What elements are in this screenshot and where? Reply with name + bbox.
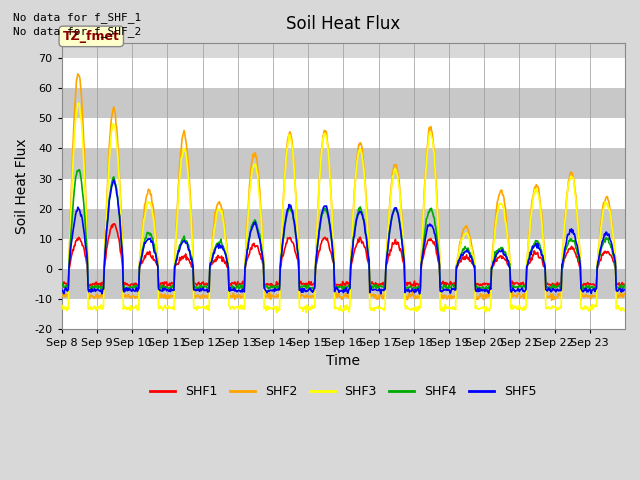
Legend: SHF1, SHF2, SHF3, SHF4, SHF5: SHF1, SHF2, SHF3, SHF4, SHF5 [145,380,542,403]
Bar [61,148,625,179]
Bar [61,209,625,239]
Bar [61,269,625,299]
Bar [61,88,625,118]
Bar [61,239,625,269]
Bar [61,179,625,209]
Text: No data for f_SHF_2: No data for f_SHF_2 [13,26,141,37]
Title: Soil Heat Flux: Soil Heat Flux [286,15,401,33]
X-axis label: Time: Time [326,354,360,368]
Bar [61,118,625,148]
Bar [61,58,625,88]
Text: No data for f_SHF_1: No data for f_SHF_1 [13,12,141,23]
Text: TZ_fmet: TZ_fmet [63,30,120,43]
Y-axis label: Soil Heat Flux: Soil Heat Flux [15,138,29,234]
Bar [61,299,625,329]
